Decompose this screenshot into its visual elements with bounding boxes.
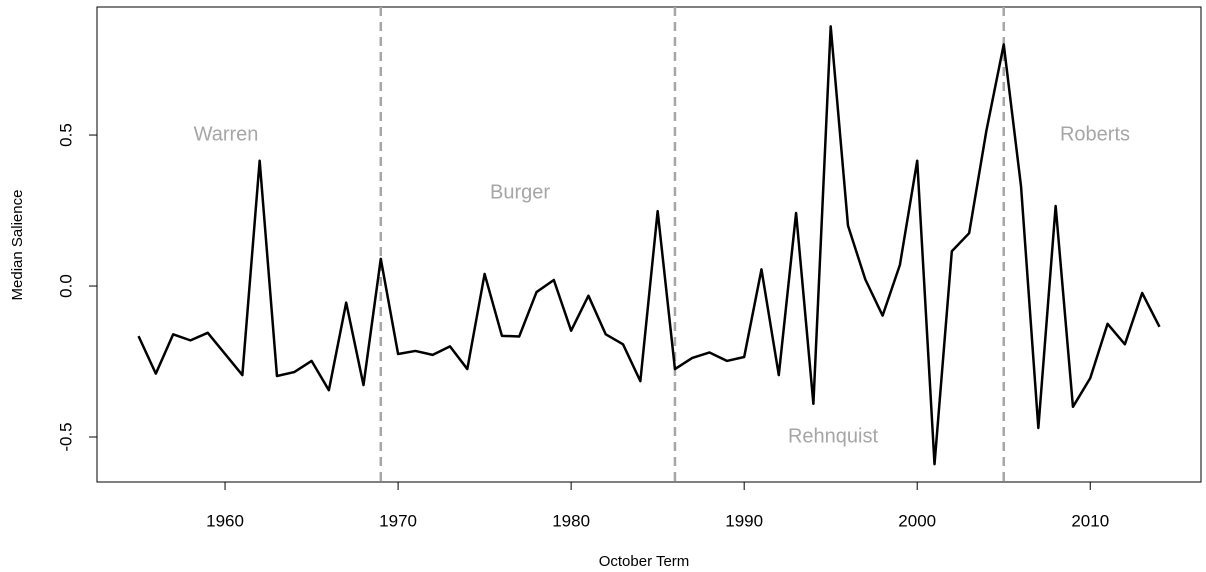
x-tick-label: 2010 (1071, 511, 1109, 530)
y-tick-label: -0.5 (56, 422, 75, 451)
court-label: Roberts (1060, 123, 1130, 145)
x-axis-title: October Term (599, 553, 690, 570)
court-label: Burger (490, 181, 550, 203)
x-tick-label: 1970 (379, 511, 417, 530)
y-tick-label: 0.0 (56, 274, 75, 298)
x-tick-label: 1980 (552, 511, 590, 530)
x-tick-label: 2000 (898, 511, 936, 530)
y-tick-label: 0.5 (56, 123, 75, 147)
court-label: Rehnquist (788, 425, 879, 447)
x-tick-label: 1960 (206, 511, 244, 530)
court-label: Warren (194, 123, 259, 145)
y-axis-title: Median Salience (9, 190, 26, 301)
plot-frame (96, 6, 1202, 483)
x-tick-label: 1990 (725, 511, 763, 530)
salience-line (137, 25, 1161, 466)
